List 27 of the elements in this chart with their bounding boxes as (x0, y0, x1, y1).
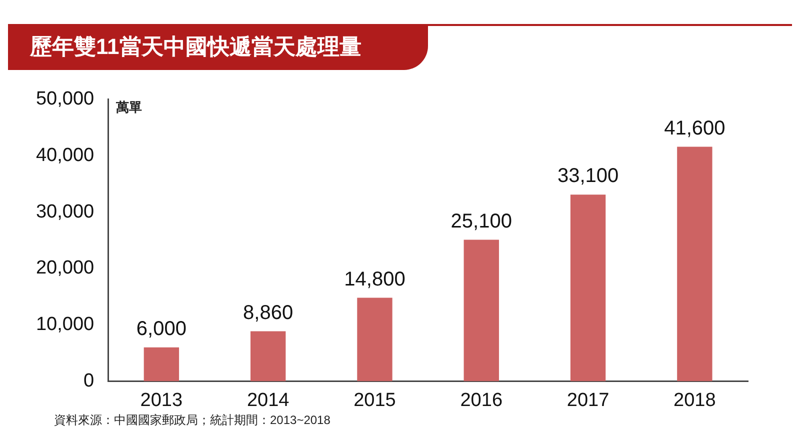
data-label: 14,800 (344, 268, 406, 290)
bar (570, 194, 606, 382)
y-tick-label: 20,000 (36, 258, 94, 279)
data-label: 33,100 (557, 165, 619, 188)
y-axis-title: 萬單 (115, 99, 142, 114)
bar (357, 298, 392, 382)
bar (677, 146, 712, 382)
y-tick-label: 50,000 (36, 88, 94, 110)
y-tick-label: 0 (84, 370, 94, 392)
x-tick-label: 2014 (246, 390, 290, 411)
bar (464, 240, 499, 382)
chart-title: 歷年雙11當天中國快遞當天處理量 (30, 33, 362, 61)
y-tick-label: 40,000 (36, 144, 94, 166)
x-tick-label: 2017 (566, 390, 610, 411)
bar (144, 347, 180, 382)
source-note: 資料來源：中國國家郵政局；統計期間：2013~2018 (54, 413, 330, 427)
data-label: 41,600 (664, 117, 726, 140)
y-tick-label: 10,000 (36, 314, 94, 336)
y-tick-label: 30,000 (36, 201, 94, 222)
x-tick-label: 2016 (460, 390, 503, 411)
bar (250, 331, 286, 382)
data-label: 25,100 (450, 210, 512, 232)
data-label: 6,000 (136, 318, 186, 340)
x-tick-label: 2015 (354, 390, 396, 411)
x-tick-label: 2013 (140, 390, 183, 411)
data-label: 8,860 (243, 302, 294, 324)
x-tick-label: 2018 (674, 390, 716, 411)
